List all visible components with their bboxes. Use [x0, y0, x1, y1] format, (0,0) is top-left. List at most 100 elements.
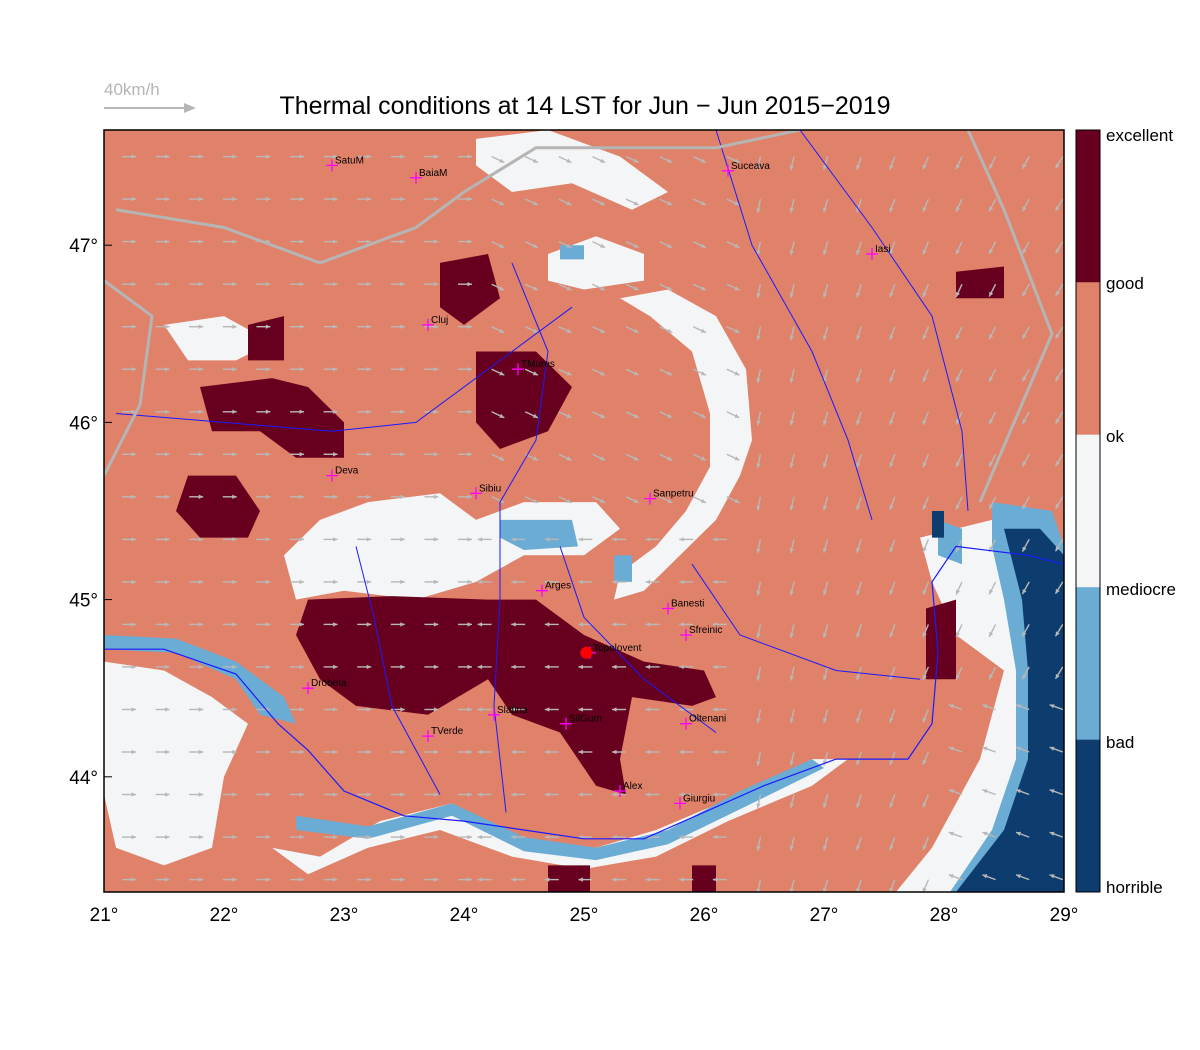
wind-arrow-head: [789, 675, 794, 681]
wind-arrow-head: [922, 164, 927, 170]
wind-arrow-head: [700, 158, 706, 163]
wind-arrow-head: [131, 282, 136, 287]
chart-title: Thermal conditions at 14 LST for Jun − J…: [279, 92, 891, 120]
wind-arrow-head: [989, 164, 994, 170]
wind-arrow-head: [700, 456, 706, 461]
wind-arrow-head: [467, 494, 472, 499]
wind-arrow-head: [198, 409, 204, 414]
wind-arrow-head: [467, 877, 472, 882]
wind-arrow-head: [299, 409, 304, 414]
wind-arrow-head: [1022, 206, 1027, 212]
wind-arrow-head: [532, 201, 538, 206]
wind-arrow-head: [433, 792, 439, 797]
lon-tick-label: 25°: [570, 905, 599, 926]
city-label-cluj: Cluj: [431, 315, 448, 326]
zone-excellent-oltenia: [296, 596, 716, 795]
wind-arrow-head: [756, 505, 761, 511]
wind-arrow-head: [612, 707, 617, 712]
wind-arrow-head: [856, 632, 861, 638]
wind-arrow-head: [566, 498, 572, 503]
wind-arrow-head: [544, 622, 550, 627]
lat-tick-label: 44°: [69, 768, 98, 789]
wind-arrow-head: [989, 419, 994, 425]
wind-arrow-head: [856, 420, 861, 426]
wind-arrow-head: [165, 324, 170, 329]
wind-arrow-head: [544, 664, 550, 670]
wind-arrow-head: [165, 452, 170, 457]
wind-arrow-head: [544, 792, 550, 797]
colorbar: [1075, 129, 1101, 893]
wind-arrow-head: [856, 547, 861, 553]
wind-arrow-head: [756, 803, 761, 809]
wind-arrow-head: [667, 413, 673, 418]
wind-arrow-head: [989, 249, 994, 255]
wind-arrow-head: [511, 749, 516, 755]
wind-arrow-head: [232, 409, 237, 414]
zone-excellent-south-2: [548, 865, 590, 892]
wind-arrow-head: [633, 158, 639, 163]
zone-mediocre-carpathian-arc: [614, 289, 752, 600]
wind-arrow-head: [467, 452, 472, 457]
wind-arrow-head: [789, 548, 794, 553]
city-marker-giurgiu: [674, 797, 686, 810]
wind-arrow-head: [532, 158, 538, 163]
zone-excellent-somes: [440, 254, 500, 325]
wind-arrow-head: [131, 749, 136, 755]
wind-arrow-head: [433, 409, 439, 414]
wind-arrow-head: [366, 877, 372, 882]
wind-arrow-head: [232, 792, 237, 797]
arrow-right-icon: [104, 103, 196, 113]
rivers: [104, 130, 1064, 840]
wind-arrow-head: [856, 887, 861, 892]
wind-arrow-head: [679, 749, 684, 755]
wind-arrow-head: [467, 239, 472, 244]
wind-arrow-head: [956, 164, 960, 170]
wind-arrow-head: [822, 547, 828, 553]
wind-arrow-head: [333, 834, 338, 840]
wind-arrow-head: [612, 664, 617, 670]
wind-arrow-head: [822, 335, 828, 341]
wind-arrow-head: [734, 498, 740, 503]
wind-arrow-head: [499, 286, 505, 291]
city-marker-satum: [326, 159, 338, 172]
wind-arrow-head: [756, 208, 761, 213]
zone-bad-danube-west: [104, 635, 296, 724]
wind-arrow-head: [789, 207, 794, 213]
wind-arrow-head: [645, 579, 651, 585]
wind-arrow-head: [165, 282, 170, 287]
city-marker-slatina: [488, 708, 500, 721]
wind-arrow-head: [511, 664, 516, 670]
wind-arrow-head: [600, 286, 606, 291]
wind-arrow-head: [131, 834, 136, 840]
wind-arrow-head: [856, 462, 861, 468]
wind-arrow-head: [544, 579, 550, 585]
wind-arrow-head: [956, 419, 960, 425]
wind-arrow-head: [198, 664, 204, 670]
zone-bad-fagaras-peak: [500, 519, 578, 550]
wind-arrow-head: [198, 452, 204, 457]
wind-arrow-head: [333, 579, 338, 585]
wind-arrow-head: [982, 746, 988, 751]
wind-arrow-head: [1055, 588, 1060, 594]
wind-arrow-head: [1049, 789, 1055, 794]
wind-arrow-head: [232, 196, 237, 202]
wind-arrow-head: [789, 633, 794, 638]
wind-arrow-head: [922, 802, 927, 808]
wind-arrow-head: [433, 579, 439, 585]
colorbar-horrible: [1076, 739, 1100, 892]
wind-arrow-head: [856, 164, 861, 170]
wind-arrow-head: [712, 834, 718, 840]
border-north: [115, 130, 801, 265]
wind-arrow-head: [712, 664, 718, 670]
wind-arrow-head: [822, 462, 828, 468]
wind-arrow-head: [232, 282, 237, 287]
zone-mediocre-sw: [104, 661, 248, 866]
wind-arrow-head: [366, 664, 372, 670]
wind-arrow-head: [477, 792, 483, 797]
river-siret: [715, 130, 873, 521]
wind-arrow-head: [889, 547, 894, 553]
wind-arrow-head: [989, 291, 994, 297]
wind-arrow-head: [667, 286, 673, 291]
wind-arrow-head: [232, 834, 237, 840]
wind-arrow-head: [333, 622, 338, 627]
